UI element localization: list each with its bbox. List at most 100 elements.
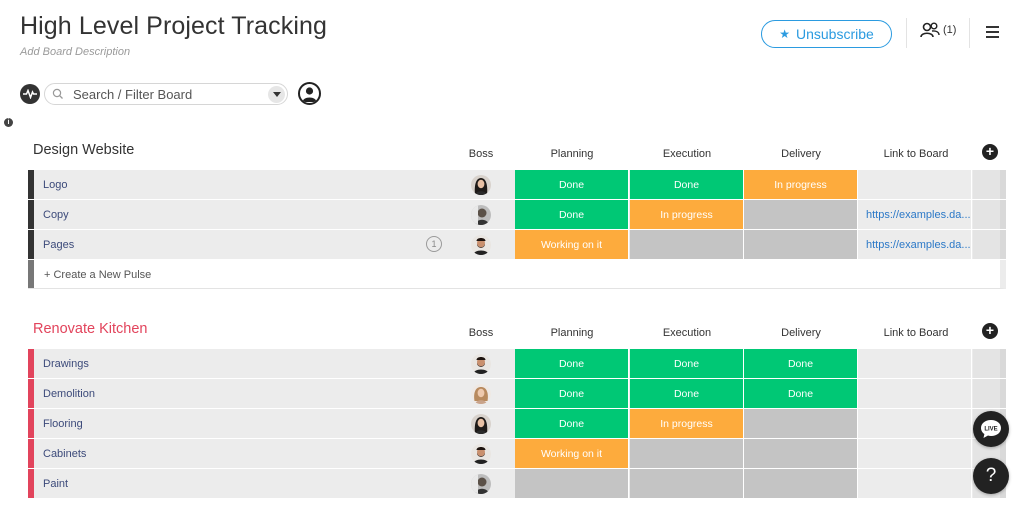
link-to-board-cell[interactable] bbox=[859, 170, 972, 199]
pulse-name[interactable]: Pages bbox=[43, 239, 75, 251]
pulse-name[interactable]: Logo bbox=[43, 179, 68, 191]
status-cell-delivery[interactable]: Done bbox=[744, 349, 858, 378]
empty-cell bbox=[973, 170, 1000, 199]
link-to-board-cell[interactable] bbox=[859, 439, 972, 468]
group-renovate-kitchen: Renovate Kitchen Boss Planning Execution… bbox=[28, 315, 1006, 499]
group-title[interactable]: Design Website bbox=[33, 142, 135, 158]
status-label: Done bbox=[558, 178, 585, 191]
pulse-name[interactable]: Drawings bbox=[43, 358, 89, 370]
info-icon[interactable]: i bbox=[4, 118, 13, 127]
search-input[interactable] bbox=[73, 86, 263, 102]
search-filter-box[interactable] bbox=[44, 83, 288, 105]
board-members-button[interactable]: (1) bbox=[919, 22, 956, 38]
create-new-pulse-row[interactable]: + Create a New Pulse bbox=[28, 260, 1006, 289]
board-title[interactable]: High Level Project Tracking bbox=[20, 12, 328, 40]
avatar bbox=[471, 443, 491, 464]
status-cell-planning[interactable]: Done bbox=[515, 379, 629, 408]
updates-count-badge[interactable]: 1 bbox=[426, 236, 442, 252]
pulse-name[interactable]: Cabinets bbox=[43, 448, 87, 460]
activity-pulse-icon[interactable] bbox=[20, 84, 40, 104]
pulse-row[interactable]: Paint bbox=[28, 469, 1006, 499]
column-header-boss[interactable]: Boss bbox=[468, 148, 494, 160]
board-link[interactable]: https://examples.da... bbox=[866, 208, 971, 221]
status-cell-execution[interactable]: In progress bbox=[630, 200, 744, 229]
status-cell-execution[interactable] bbox=[630, 439, 744, 468]
link-to-board-cell[interactable] bbox=[859, 379, 972, 408]
pulse-row[interactable]: Demolition Done Done Done bbox=[28, 379, 1006, 409]
status-cell-delivery[interactable] bbox=[744, 469, 858, 498]
board-link[interactable]: https://examples.da... bbox=[866, 238, 971, 251]
boss-cell[interactable] bbox=[448, 379, 514, 408]
pulse-row[interactable]: Logo Done Done In progress bbox=[28, 170, 1006, 200]
group-color-bar bbox=[28, 469, 34, 498]
boss-cell[interactable] bbox=[448, 349, 514, 378]
status-cell-planning[interactable]: Working on it bbox=[515, 230, 629, 259]
status-cell-delivery[interactable] bbox=[744, 230, 858, 259]
pulse-name[interactable]: Flooring bbox=[43, 418, 83, 430]
status-cell-planning[interactable] bbox=[515, 469, 629, 498]
status-cell-delivery[interactable]: In progress bbox=[744, 170, 858, 199]
status-cell-planning[interactable]: Done bbox=[515, 349, 629, 378]
status-cell-delivery[interactable]: Done bbox=[744, 379, 858, 408]
status-cell-delivery[interactable] bbox=[744, 409, 858, 438]
column-header-execution[interactable]: Execution bbox=[662, 148, 712, 160]
status-cell-planning[interactable]: Done bbox=[515, 170, 629, 199]
add-column-button[interactable]: + bbox=[982, 323, 998, 339]
status-cell-execution[interactable]: Done bbox=[630, 170, 744, 199]
live-chat-button[interactable]: LIVE bbox=[973, 411, 1009, 447]
help-button[interactable]: ? bbox=[973, 458, 1009, 494]
pulse-row[interactable]: Flooring Done In progress bbox=[28, 409, 1006, 439]
status-cell-execution[interactable]: Done bbox=[630, 349, 744, 378]
members-count: (1) bbox=[943, 24, 957, 36]
column-header-delivery[interactable]: Delivery bbox=[781, 148, 821, 160]
group-header: Design Website Boss Planning Execution D… bbox=[28, 136, 1006, 170]
person-filter-icon[interactable] bbox=[298, 82, 321, 105]
status-cell-delivery[interactable] bbox=[744, 439, 858, 468]
status-cell-execution[interactable]: In progress bbox=[630, 409, 744, 438]
link-to-board-cell[interactable] bbox=[859, 469, 972, 498]
pulse-row[interactable]: Cabinets Working on it bbox=[28, 439, 1006, 469]
status-cell-execution[interactable] bbox=[630, 469, 744, 498]
status-label: Working on it bbox=[540, 447, 603, 460]
boss-cell[interactable] bbox=[448, 170, 514, 199]
boss-cell[interactable] bbox=[448, 469, 514, 498]
hamburger-menu-icon[interactable] bbox=[986, 26, 999, 38]
link-to-board-cell[interactable]: https://examples.da... bbox=[859, 200, 972, 229]
status-cell-execution[interactable] bbox=[630, 230, 744, 259]
pulse-name[interactable]: Demolition bbox=[43, 388, 95, 400]
status-cell-planning[interactable]: Done bbox=[515, 409, 629, 438]
add-column-button[interactable]: + bbox=[982, 144, 998, 160]
empty-cell bbox=[1000, 170, 1006, 199]
empty-cell bbox=[1000, 349, 1006, 378]
link-to-board-cell[interactable]: https://examples.da... bbox=[859, 230, 972, 259]
boss-cell[interactable] bbox=[448, 230, 514, 259]
group-design-website: Design Website Boss Planning Execution D… bbox=[28, 136, 1006, 289]
group-title[interactable]: Renovate Kitchen bbox=[33, 321, 148, 337]
boss-cell[interactable] bbox=[448, 409, 514, 438]
pulse-name[interactable]: Copy bbox=[43, 209, 69, 221]
pulse-row[interactable]: Copy Done In progress https://examples.da..… bbox=[28, 200, 1006, 230]
status-cell-planning[interactable]: Done bbox=[515, 200, 629, 229]
pulse-name[interactable]: Paint bbox=[43, 478, 69, 490]
column-header-link[interactable]: Link to Board bbox=[883, 148, 949, 160]
pulse-row[interactable]: Pages 1 Working on it https://examples.da..… bbox=[28, 230, 1006, 260]
status-label: In progress bbox=[660, 208, 713, 221]
status-cell-planning[interactable]: Working on it bbox=[515, 439, 629, 468]
link-to-board-cell[interactable] bbox=[859, 349, 972, 378]
column-header-execution[interactable]: Execution bbox=[662, 327, 712, 339]
link-to-board-cell[interactable] bbox=[859, 409, 972, 438]
column-header-planning[interactable]: Planning bbox=[550, 327, 594, 339]
column-header-delivery[interactable]: Delivery bbox=[781, 327, 821, 339]
column-header-boss[interactable]: Boss bbox=[468, 327, 494, 339]
create-new-pulse-label[interactable]: + Create a New Pulse bbox=[44, 269, 152, 281]
unsubscribe-button[interactable]: ★ Unsubscribe bbox=[761, 20, 892, 48]
chevron-down-icon[interactable] bbox=[268, 86, 285, 103]
status-cell-delivery[interactable] bbox=[744, 200, 858, 229]
status-cell-execution[interactable]: Done bbox=[630, 379, 744, 408]
board-description[interactable]: Add Board Description bbox=[20, 46, 131, 58]
pulse-row[interactable]: Drawings Done Done Done bbox=[28, 349, 1006, 379]
boss-cell[interactable] bbox=[448, 439, 514, 468]
column-header-link[interactable]: Link to Board bbox=[883, 327, 949, 339]
boss-cell[interactable] bbox=[448, 200, 514, 229]
column-header-planning[interactable]: Planning bbox=[550, 148, 594, 160]
